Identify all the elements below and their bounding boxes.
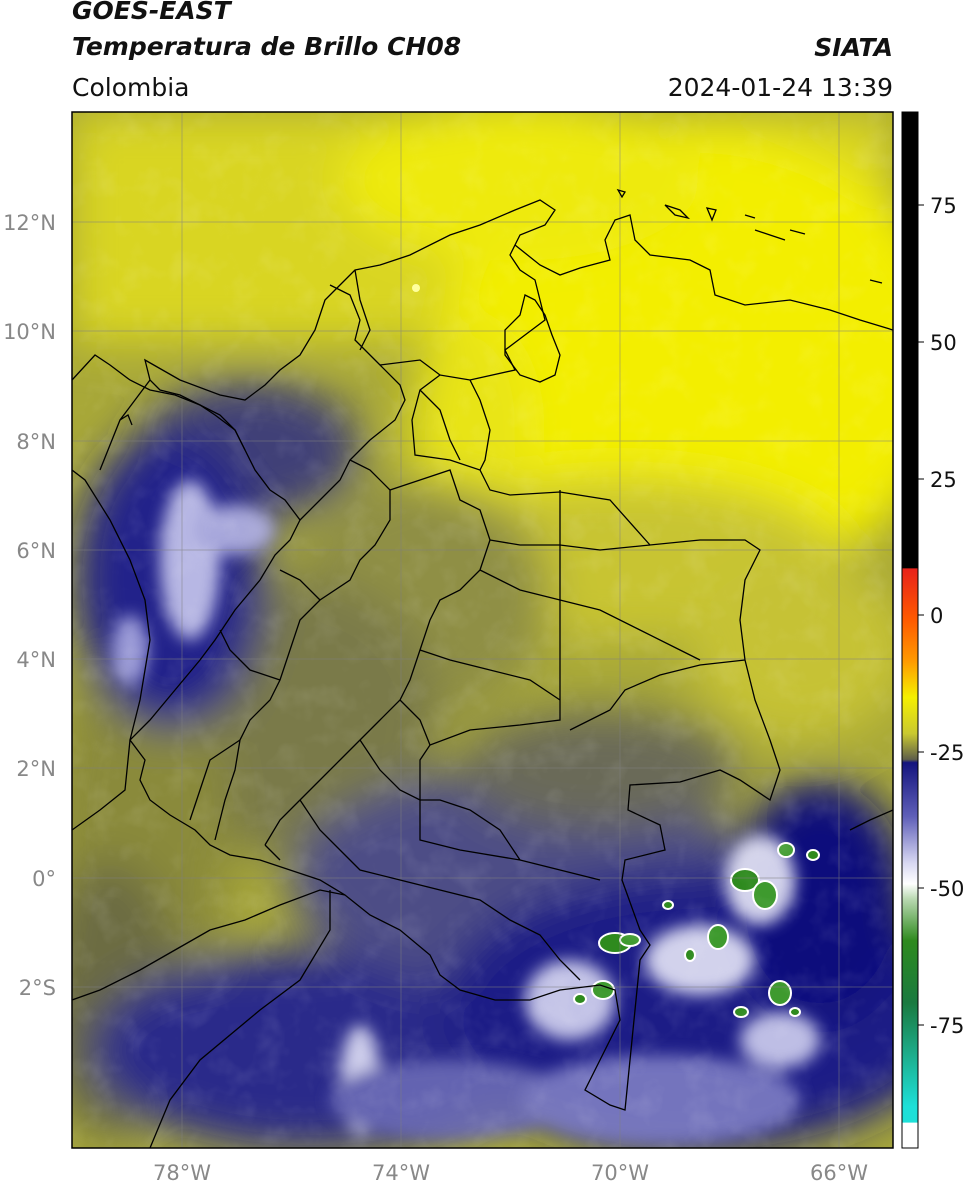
lon-ticks: 78°W 74°W 70°W 66°W [153,1161,868,1185]
department-lines-16 [354,269,371,351]
colorbar-tick-minus25: -25 [930,741,964,765]
island-chain [744,214,883,284]
colombia-border [129,199,781,1111]
lat-ticks: 12°N 10°N 8°N 6°N 4°N 2°N 0° 2°S [3,211,56,1000]
department-lines-11 [264,844,281,861]
department-lines-13 [219,629,281,681]
department-lines-2 [379,359,441,376]
lat-tick-4n: 4°N [16,648,56,672]
ecuador-peru-border [72,889,346,1001]
department-lines-14 [279,569,321,601]
aruba [616,188,626,199]
texture-overlay [72,112,893,1148]
lat-tick-6n: 6°N [16,539,56,563]
brand-label: SIATA [814,33,893,62]
colorbar-ramp [901,111,919,1149]
colorbar-tick-0: 0 [930,604,943,628]
colorbar-tick-minus50: -50 [930,877,964,901]
maracaibo-lake [504,294,561,383]
colorbar-tick-25: 25 [930,468,957,492]
lat-tick-2s: 2°S [19,976,56,1000]
colorbar: 75 50 25 0 -25 -50 -75 [901,111,964,1149]
department-lines-10 [299,799,581,981]
lon-tick-70w: 70°W [591,1161,649,1185]
lon-tick-66w: 66°W [810,1161,868,1185]
northern-venezuela-coast-2 [754,229,786,241]
department-lines-6 [479,569,701,661]
lat-tick-0: 0° [32,867,56,891]
lat-tick-10n: 10°N [3,320,56,344]
satellite-title: GOES-EAST [72,0,231,25]
map-frame [71,111,894,1149]
department-lines-9 [359,739,521,861]
colorbar-tick-75: 75 [930,194,957,218]
coastlines-and-borders [72,188,893,1148]
lat-tick-2n: 2°N [16,757,56,781]
department-lines-4 [264,469,491,846]
pacific-coast [72,469,151,831]
east-venezuela-coast [849,809,893,831]
map-panel [72,112,893,1148]
department-lines-8 [399,699,431,746]
lat-tick-12n: 12°N [3,211,56,235]
department-lines-7 [419,649,561,701]
lat-tick-8n: 8°N [16,430,56,454]
venezuela-south-border [569,659,746,731]
curacao [664,204,691,220]
panama-coast [72,354,246,451]
darien-coast [119,414,133,426]
colorbar-tick-minus75: -75 [930,1014,964,1038]
brazil-border [419,490,601,881]
department-lines-3 [214,459,391,841]
department-lines-5 [489,539,651,551]
region-label: Colombia [72,73,190,102]
lon-tick-74w: 74°W [372,1161,430,1185]
department-lines-17 [469,379,491,471]
venezuela-coast [514,214,893,331]
graticule [72,112,893,1148]
lon-tick-78w: 78°W [153,1161,211,1185]
timestamp-label: 2024-01-24 13:39 [667,73,893,102]
department-lines-12 [189,739,241,821]
peru-border [149,890,331,1148]
department-lines-15 [419,389,461,461]
department-lines-1 [299,284,406,521]
colorbar-tick-50: 50 [930,331,957,355]
bonaire [705,207,717,222]
product-title: Temperatura de Brillo CH08 [72,32,462,61]
